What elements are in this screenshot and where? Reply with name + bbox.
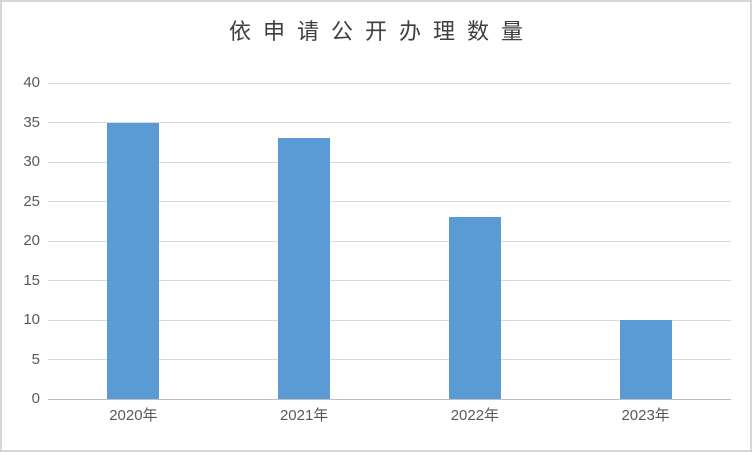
- y-tick-label: 25: [23, 192, 40, 210]
- bar-2023年: [619, 320, 672, 399]
- gridline: [48, 240, 731, 242]
- x-tick-label: 2021年: [279, 407, 329, 424]
- gridline: [48, 319, 731, 321]
- y-tick-label: 40: [23, 74, 40, 91]
- gridline: [48, 359, 731, 360]
- bar-2020年: [107, 122, 160, 399]
- bar-2021年: [278, 138, 331, 399]
- y-tick-label: 15: [23, 271, 40, 289]
- x-tick-label: 2023年: [621, 407, 670, 424]
- y-tick-label: 30: [23, 153, 40, 170]
- gridline: [48, 82, 731, 84]
- x-tick-label: 2020年: [109, 407, 158, 424]
- y-tick-label: 5: [31, 350, 40, 368]
- y-tick-label: 0: [31, 390, 40, 407]
- y-tick-label: 35: [23, 113, 40, 131]
- gridline: [48, 122, 731, 123]
- x-axis-line: [48, 398, 731, 400]
- gridline: [48, 161, 731, 163]
- x-tick-label: 2022年: [450, 407, 500, 424]
- gridline: [48, 201, 731, 202]
- y-tick-label: 20: [23, 232, 40, 249]
- y-tick-label: 10: [23, 311, 40, 328]
- gridline: [48, 280, 731, 281]
- plot-area: [48, 82, 731, 400]
- chart-title: 依申请公开办理数量: [228, 20, 535, 45]
- bar-2022年: [448, 217, 501, 399]
